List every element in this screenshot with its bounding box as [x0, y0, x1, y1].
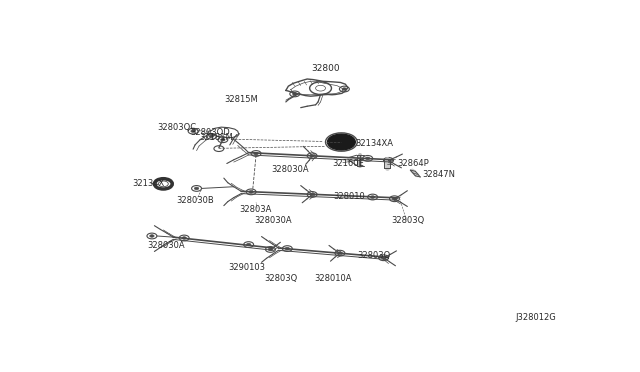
Circle shape [365, 157, 370, 160]
Circle shape [244, 242, 253, 247]
Text: 32815M: 32815M [225, 94, 258, 103]
Circle shape [307, 153, 317, 158]
Circle shape [339, 86, 349, 92]
Circle shape [246, 243, 251, 246]
Circle shape [381, 256, 386, 259]
Circle shape [254, 152, 259, 155]
Text: 32134X: 32134X [132, 179, 164, 188]
Text: J328012G: J328012G [515, 314, 556, 323]
Circle shape [307, 192, 317, 197]
Circle shape [390, 196, 399, 202]
Text: 32800: 32800 [311, 64, 340, 74]
Circle shape [383, 157, 394, 163]
Circle shape [328, 134, 355, 150]
Text: 328030A: 328030A [255, 216, 292, 225]
Circle shape [367, 194, 378, 200]
Text: 32803QC: 32803QC [157, 123, 196, 132]
Circle shape [310, 193, 314, 196]
Text: 32803Q: 32803Q [357, 251, 390, 260]
Circle shape [282, 246, 292, 251]
Circle shape [191, 130, 195, 132]
Text: 32864P: 32864P [397, 159, 429, 168]
Circle shape [147, 233, 157, 239]
Circle shape [285, 247, 289, 250]
Circle shape [335, 250, 345, 256]
Circle shape [266, 247, 275, 252]
Circle shape [292, 93, 297, 95]
Circle shape [310, 154, 314, 157]
Circle shape [182, 237, 186, 239]
Text: 328030A: 328030A [147, 241, 184, 250]
Circle shape [392, 198, 397, 200]
Circle shape [188, 128, 198, 134]
Circle shape [342, 88, 347, 90]
Text: 32134XA: 32134XA [355, 139, 393, 148]
Circle shape [251, 151, 261, 156]
Circle shape [191, 186, 202, 191]
Text: 328030A: 328030A [271, 165, 309, 174]
Text: 328030B: 328030B [177, 196, 214, 205]
Circle shape [150, 235, 154, 237]
Text: 32803QD: 32803QD [191, 128, 230, 137]
Circle shape [214, 146, 224, 151]
Circle shape [179, 235, 189, 241]
Circle shape [371, 196, 375, 198]
Circle shape [207, 134, 216, 139]
Text: 32160E: 32160E [332, 159, 364, 168]
Text: 32803Q: 32803Q [265, 275, 298, 283]
Circle shape [379, 255, 388, 261]
Circle shape [218, 137, 228, 142]
Circle shape [221, 138, 225, 141]
Circle shape [290, 91, 300, 97]
Text: 3290103: 3290103 [228, 263, 266, 272]
Circle shape [195, 187, 199, 190]
Text: 32803Q: 32803Q [392, 216, 425, 225]
Circle shape [338, 252, 342, 254]
Circle shape [249, 190, 253, 193]
Circle shape [209, 135, 214, 138]
Text: 328010: 328010 [333, 192, 365, 201]
Text: 32847N: 32847N [422, 170, 455, 179]
Circle shape [363, 155, 372, 161]
Circle shape [246, 189, 256, 195]
Circle shape [387, 159, 391, 162]
Text: 328010A: 328010A [314, 275, 352, 283]
Text: 32181M: 32181M [200, 133, 233, 142]
Text: 32803A: 32803A [239, 205, 271, 214]
Circle shape [268, 248, 273, 251]
